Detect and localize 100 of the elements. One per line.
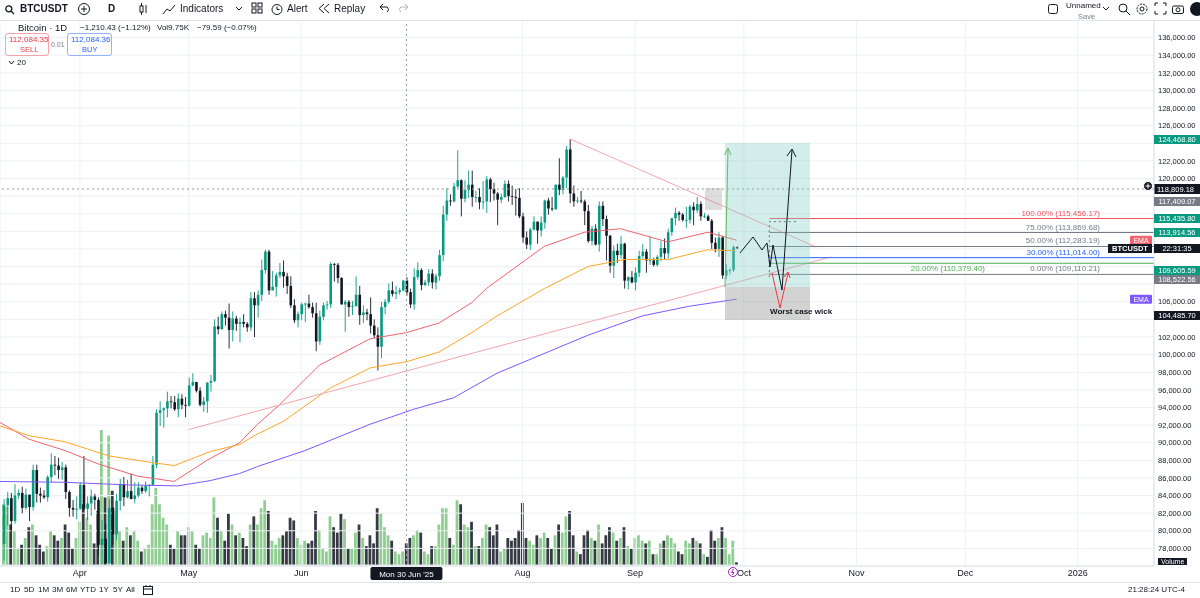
candlestick xyxy=(282,259,285,289)
bar xyxy=(154,488,158,565)
bar xyxy=(462,524,466,565)
x-tick-label: Oct xyxy=(736,568,752,579)
x-tick-label: Jun xyxy=(293,568,309,579)
bar xyxy=(48,531,52,565)
annotation: Worst case wick xyxy=(770,307,833,317)
bar xyxy=(303,540,306,565)
candlestick xyxy=(39,487,42,504)
candlestick xyxy=(616,243,619,264)
bar xyxy=(353,532,357,565)
candlestick xyxy=(431,268,434,290)
candlestick xyxy=(692,201,695,226)
annotation: 112,084.35 xyxy=(9,35,49,45)
bar xyxy=(277,538,281,565)
candlestick xyxy=(253,291,256,338)
candlestick xyxy=(57,457,60,480)
series-label: 100.00% (115,456.17) xyxy=(1021,208,1101,218)
bar xyxy=(448,538,451,565)
text: BTCUSDT xyxy=(20,3,68,15)
bar xyxy=(168,544,172,565)
text: 5Y xyxy=(113,585,123,595)
bar xyxy=(295,538,299,565)
bar xyxy=(263,500,266,565)
bar xyxy=(226,513,230,565)
bar xyxy=(488,527,491,565)
bar xyxy=(281,535,285,565)
bar xyxy=(509,540,513,565)
bar xyxy=(390,540,393,565)
bar xyxy=(542,532,546,565)
candlestick xyxy=(293,298,296,324)
text: 1M xyxy=(38,585,50,595)
candlestick xyxy=(648,236,652,266)
candlestick xyxy=(481,180,485,210)
series-label: 0.00% (109,110.21) xyxy=(1030,264,1101,274)
bar xyxy=(586,529,589,565)
bar xyxy=(698,543,702,565)
candlestick xyxy=(634,267,637,291)
bar xyxy=(498,551,502,565)
bar xyxy=(477,546,480,565)
candlestick xyxy=(470,170,474,208)
text: Indicators xyxy=(180,3,224,15)
bar xyxy=(139,551,143,565)
x-tick-label: Nov xyxy=(848,568,865,579)
text: 21:28:24 UTC-4 xyxy=(1128,585,1185,595)
candlestick xyxy=(478,187,481,210)
bar xyxy=(248,524,252,565)
bar xyxy=(313,511,317,565)
text: Unnamed xyxy=(1066,1,1101,11)
candlestick xyxy=(460,178,463,217)
bar xyxy=(575,551,578,565)
bar xyxy=(332,527,335,565)
bar xyxy=(419,532,422,565)
bar xyxy=(528,540,531,565)
bar xyxy=(444,508,448,565)
bar xyxy=(440,508,444,565)
text: All xyxy=(126,585,135,595)
annotation: −79.59 (−0.07%) xyxy=(197,23,257,33)
bar xyxy=(379,513,383,565)
text: 5D xyxy=(24,585,35,595)
bar xyxy=(644,543,647,565)
bar xyxy=(197,548,201,565)
series-label: 30.00% (111,014.00) xyxy=(1026,247,1101,257)
bar xyxy=(589,538,593,565)
chart-title: Bitcoin · 1D xyxy=(18,22,68,33)
bar xyxy=(647,540,651,565)
bar xyxy=(190,531,194,565)
bar xyxy=(546,538,549,565)
series-label: 75.00% (113,869.68) xyxy=(1025,222,1101,232)
bar xyxy=(292,520,295,565)
x-tick-label: 2026 xyxy=(1067,568,1088,579)
candlestick xyxy=(485,175,489,214)
series-label: 20.00% (110,379.40) xyxy=(910,264,986,274)
bar xyxy=(459,504,462,565)
candlestick xyxy=(68,489,71,518)
bar xyxy=(361,538,364,565)
bar xyxy=(469,521,473,565)
bar xyxy=(564,516,568,565)
candlestick xyxy=(79,481,82,511)
bar xyxy=(179,535,183,565)
candlestick xyxy=(169,395,173,409)
bar xyxy=(237,532,241,565)
annotation: −1,210.43 (−1.12%) xyxy=(80,23,151,33)
candlestick xyxy=(474,190,478,203)
text: Alert xyxy=(287,3,308,15)
candlestick xyxy=(710,218,714,250)
candlestick xyxy=(358,285,362,326)
x-tick-label: Dec xyxy=(957,568,974,579)
text: 3M xyxy=(52,585,64,595)
bar xyxy=(219,531,223,565)
bar xyxy=(596,524,600,565)
x-tick-label: May xyxy=(180,568,198,579)
bar xyxy=(128,535,132,565)
bar xyxy=(557,524,560,565)
candlestick xyxy=(126,479,129,499)
candlestick xyxy=(666,228,670,260)
bar xyxy=(194,544,197,565)
text: 1D xyxy=(10,585,21,595)
bar xyxy=(252,516,256,565)
bar xyxy=(531,544,535,565)
